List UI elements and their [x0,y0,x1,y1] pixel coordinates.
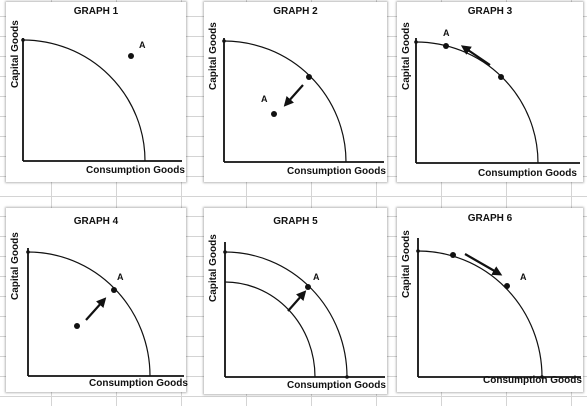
intercept-dot [26,250,30,254]
intercept-dot [21,38,25,42]
point-a-label: A [443,28,450,38]
movement-arrow [85,297,107,321]
ppf-point-dot [498,74,504,80]
point-a-dot [111,287,117,293]
graph-title: GRAPH 5 [273,216,318,227]
point-a-dot [128,53,134,59]
ppf-curve [27,251,151,377]
graph-2-plot [222,38,384,163]
x-axis-label: Consumption Goods [478,168,577,179]
movement-arrow [287,290,307,312]
movement-arrow [460,45,491,66]
x-axis-label: Consumption Goods [483,375,582,386]
graph-title: GRAPH 1 [73,6,119,17]
graph-6-panel: GRAPH 6 Capital Goods A Consumption Good… [397,208,583,392]
point-a-label: A [520,272,527,282]
point-a-dot [305,284,311,290]
ppf-point-dot [450,252,456,258]
x-intercept-dot [540,375,544,379]
x-axis-label: Consumption Goods [86,165,185,176]
outer-intercept-dot [223,250,227,254]
graph-1-plot [21,38,182,162]
x-axis-label: Consumption Goods [287,380,386,391]
graph-4-panel: GRAPH 4 Capital Goods A Consumption Good… [6,208,188,392]
intercept-dot [414,40,418,44]
graph-2-panel: GRAPH 2 Capital Goods A Consumption Good… [204,2,387,182]
ppf-curve [22,39,146,162]
point-a-dot [504,283,510,289]
point-a-label: A [117,272,124,282]
start-point-dot [74,323,80,329]
graph-3-panel: GRAPH 3 Capital Goods A Consumption Good… [397,2,583,182]
point-a-dot [443,43,449,49]
ppf-curve [223,40,347,163]
point-a-dot [271,111,277,117]
x-axis-label: Consumption Goods [287,166,386,177]
graph-title: GRAPH 3 [467,6,513,17]
point-a-label: A [313,272,320,282]
intercept-dot [222,39,226,43]
graph-6-plot [416,238,581,379]
graph-title: GRAPH 4 [73,216,119,227]
movement-arrow [283,84,304,107]
point-a-label: A [261,94,268,104]
ppf-curve [415,41,539,164]
graph-title: GRAPH 2 [273,6,318,17]
x-axis-label: Consumption Goods [89,378,188,389]
ppf-point-dot [306,74,312,80]
graph-5-panel: GRAPH 5 Capital Goods A Consumption Good… [204,208,387,394]
graph-3-plot [414,38,580,164]
intercept-dot [416,249,420,253]
graph-1-panel: GRAPH 1 Capital Goods A Consumption Good… [6,2,186,182]
movement-arrow [464,253,503,276]
graph-5-plot [223,242,385,379]
graph-4-plot [26,248,184,377]
graph-title: GRAPH 6 [467,213,513,224]
ppf-curve-outer [224,251,348,378]
ppf-curve [417,250,543,378]
point-a-label: A [139,40,146,50]
x-intercept-dot [345,375,349,379]
